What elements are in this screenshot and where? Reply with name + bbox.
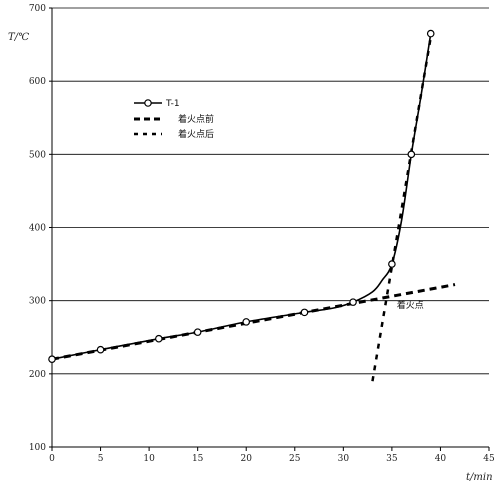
legend-marker-t1 [144, 99, 152, 107]
legend-label-before: 着火点前 [178, 113, 214, 125]
data-point-t1 [407, 150, 416, 159]
data-point-t1 [349, 298, 357, 306]
x-tick-label-40: 40 [435, 454, 447, 464]
x-tick-label-20: 20 [240, 454, 252, 464]
x-tick-label-25: 25 [289, 454, 301, 464]
y-tick-label-500: 500 [29, 150, 46, 160]
data-point-t1 [193, 328, 202, 336]
x-tick-label-35: 35 [386, 454, 398, 464]
y-tick-label-700: 700 [29, 4, 46, 14]
series-line-after-ignition [371, 37, 432, 382]
y-axis-label: T/℃ [8, 32, 29, 43]
y-tick-label-300: 300 [29, 297, 46, 307]
y-tick-label-600: 600 [29, 77, 46, 87]
x-tick-label-45: 45 [483, 454, 495, 464]
y-tick-label-200: 200 [29, 370, 46, 380]
x-tick-label-0: 0 [49, 454, 55, 464]
legend-label-after: 着火点后 [178, 128, 214, 140]
y-tick-label-400: 400 [29, 224, 46, 234]
annotations-layer: 着火点 [397, 299, 424, 311]
x-tick-label-30: 30 [338, 454, 350, 464]
annotation-ignition-point: 着火点 [397, 299, 424, 311]
y-tick-label-100: 100 [29, 443, 46, 453]
x-axis-label: t/min [466, 472, 493, 483]
grid-lines [52, 7, 489, 375]
series-line-t1 [51, 33, 432, 360]
markers-layer [48, 29, 435, 364]
legend-label-t1: T-1 [165, 99, 180, 109]
x-tick-label-10: 10 [143, 454, 155, 464]
series-layer [51, 33, 456, 382]
x-tick-label-15: 15 [192, 454, 204, 464]
data-point-t1 [300, 308, 309, 317]
legend: T-1 着火点前 着火点后 [128, 92, 226, 144]
data-point-t1 [242, 318, 251, 326]
data-point-t1 [48, 355, 56, 364]
data-point-t1 [426, 29, 435, 38]
data-point-t1 [155, 334, 163, 343]
axes: 100 200 300 400 500 600 700 0 5 10 15 20 25 30 35 40 45 [29, 4, 495, 464]
series-line-before-ignition [51, 283, 456, 361]
data-point-t1 [96, 345, 105, 354]
data-point-t1 [388, 260, 396, 268]
x-tick-label-5: 5 [98, 454, 104, 464]
